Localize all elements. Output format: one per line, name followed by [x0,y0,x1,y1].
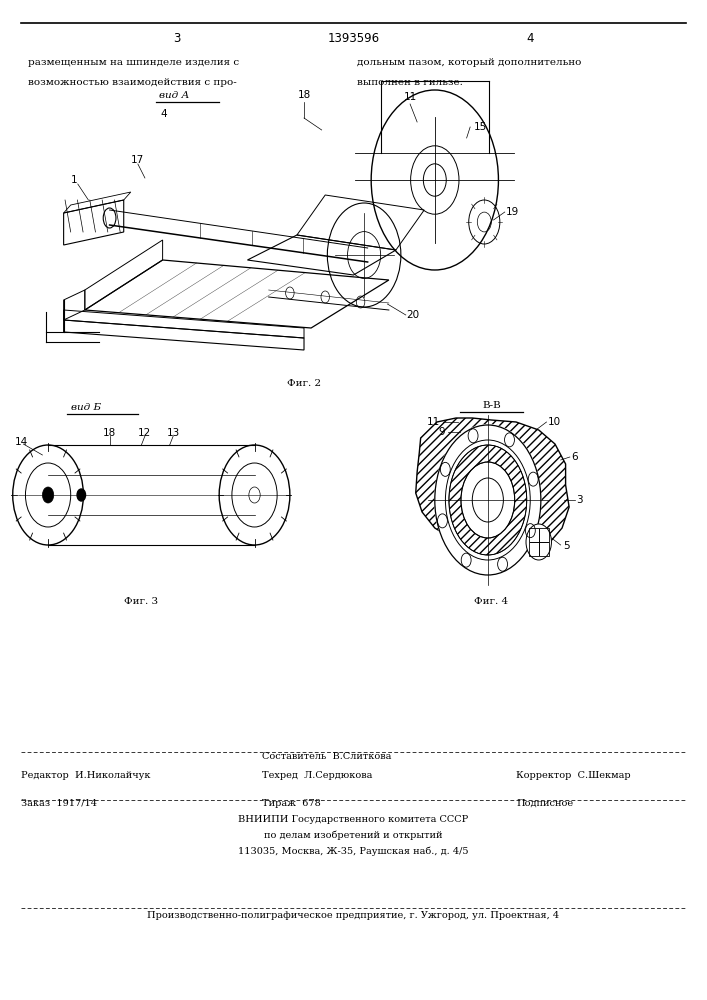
Text: Фиг. 3: Фиг. 3 [124,597,158,606]
Text: 12: 12 [139,428,151,438]
Circle shape [449,445,527,555]
Text: 113035, Москва, Ж-35, Раушская наб., д. 4/5: 113035, Москва, Ж-35, Раушская наб., д. … [238,846,469,856]
Text: возможностью взаимодействия с про-: возможностью взаимодействия с про- [28,78,237,87]
Text: вид А: вид А [159,91,189,100]
Circle shape [42,487,54,503]
Text: 11: 11 [426,417,440,427]
Circle shape [526,524,551,560]
Text: 13: 13 [167,428,180,438]
Text: 18: 18 [103,428,116,438]
Text: Редактор  И.Николайчук: Редактор И.Николайчук [21,771,151,780]
Text: по делам изобретений и открытий: по делам изобретений и открытий [264,830,443,840]
Circle shape [77,489,86,501]
Text: вид Б: вид Б [71,403,101,412]
Circle shape [461,462,515,538]
Text: 3: 3 [173,31,180,44]
Text: Техред  Л.Сердюкова: Техред Л.Сердюкова [262,771,372,780]
Text: Заказ  1917/14: Заказ 1917/14 [21,799,97,808]
Text: дольным пазом, который дополнительно: дольным пазом, который дополнительно [357,58,581,67]
Text: 14: 14 [15,437,28,447]
Text: Производственно-полиграфическое предприятие, г. Ужгород, ул. Проектная, 4: Производственно-полиграфическое предприя… [148,911,559,920]
Text: 4: 4 [527,31,534,44]
Text: 4: 4 [160,109,168,119]
Circle shape [434,424,542,576]
Text: Фиг. 2: Фиг. 2 [287,378,321,387]
Text: В-В: В-В [482,401,501,410]
Text: 11: 11 [404,92,416,102]
Text: ВНИИПИ Государственного комитета СССР: ВНИИПИ Государственного комитета СССР [238,815,469,824]
Text: Составитель  В.Слиткова: Составитель В.Слиткова [262,752,391,761]
Text: 17: 17 [132,155,144,165]
Text: 5: 5 [563,541,569,551]
Text: 19: 19 [506,207,519,217]
Text: 18: 18 [298,90,310,100]
Text: 6: 6 [571,452,578,462]
Text: выполнен в гильзе.: выполнен в гильзе. [357,78,463,87]
Text: 1: 1 [71,175,78,185]
Text: 9: 9 [439,427,445,437]
Text: Фиг. 4: Фиг. 4 [474,597,508,606]
Text: 15: 15 [474,122,487,132]
Text: 3: 3 [576,495,583,505]
Text: Подписное: Подписное [516,799,573,808]
Circle shape [472,478,503,522]
Text: Тираж  678: Тираж 678 [262,799,320,808]
Text: 10: 10 [548,417,561,427]
Text: Корректор  С.Шекмар: Корректор С.Шекмар [516,771,631,780]
Text: 20: 20 [407,310,420,320]
Text: размещенным на шпинделе изделия с: размещенным на шпинделе изделия с [28,58,240,67]
Text: 1393596: 1393596 [327,31,380,44]
